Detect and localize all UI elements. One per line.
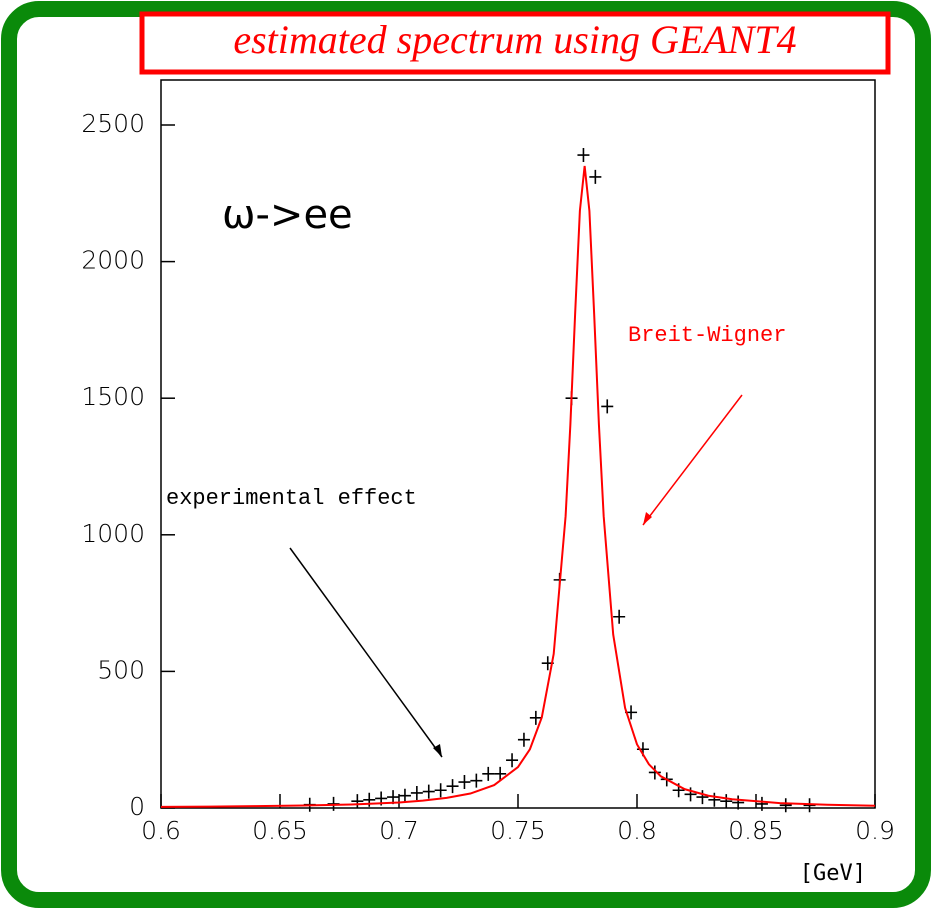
data-point bbox=[506, 753, 519, 768]
arrow-head bbox=[643, 512, 652, 525]
data-point bbox=[446, 779, 459, 794]
y-tick-label: 1000 bbox=[81, 519, 145, 548]
data-point bbox=[708, 792, 721, 807]
x-tick-label: 0.9 bbox=[855, 816, 895, 845]
data-point bbox=[458, 775, 471, 790]
data-point bbox=[803, 798, 816, 813]
y-tick-label: 0 bbox=[129, 792, 145, 821]
y-tick-label: 1500 bbox=[81, 382, 145, 411]
data-point bbox=[589, 169, 602, 184]
y-tick-label: 2500 bbox=[81, 109, 145, 138]
data-point bbox=[482, 766, 495, 781]
arrow bbox=[642, 394, 743, 526]
x-tick-label: 0.85 bbox=[728, 816, 784, 845]
data-point bbox=[351, 794, 364, 809]
data-point bbox=[517, 732, 530, 747]
x-tick-label: 0.65 bbox=[252, 816, 308, 845]
data-point bbox=[732, 795, 745, 810]
annotation: Breit-Wigner bbox=[628, 323, 786, 348]
data-point bbox=[684, 787, 697, 802]
data-point bbox=[648, 765, 661, 780]
data-point bbox=[470, 773, 483, 788]
data-point bbox=[410, 785, 423, 800]
data-point bbox=[577, 148, 590, 163]
title-box bbox=[139, 11, 891, 75]
data-point bbox=[755, 796, 768, 811]
data-point bbox=[601, 399, 614, 414]
data-point bbox=[387, 790, 400, 805]
data-point bbox=[422, 784, 435, 799]
chart-title: estimated spectrum using GEANT4 bbox=[233, 17, 796, 62]
data-point bbox=[529, 710, 542, 725]
x-axis-label: [GeV] bbox=[800, 861, 866, 886]
data-point bbox=[720, 794, 733, 809]
arrow-head bbox=[433, 744, 442, 757]
plot-layer: 0 500 1000 1500 2000 2500 0.6 0.65 0.7 0.75 0.8 0.8… bbox=[81, 109, 895, 845]
y-tick-label: 2000 bbox=[81, 246, 145, 275]
arrow bbox=[289, 547, 443, 758]
data-point bbox=[398, 788, 411, 803]
data-point bbox=[613, 609, 626, 624]
fit-curve bbox=[160, 165, 876, 808]
annotation: ω->ee bbox=[222, 192, 353, 238]
y-tick-label: 500 bbox=[97, 655, 145, 684]
data-point bbox=[696, 790, 709, 805]
data-point bbox=[779, 798, 792, 813]
x-tick-label: 0.8 bbox=[617, 816, 657, 845]
x-tick-label: 0.6 bbox=[141, 816, 181, 845]
data-point bbox=[494, 766, 507, 781]
annotation: experimental effect bbox=[166, 486, 417, 511]
x-tick-label: 0.7 bbox=[379, 816, 419, 845]
data-point bbox=[434, 783, 447, 798]
x-tick-label: 0.75 bbox=[490, 816, 546, 845]
